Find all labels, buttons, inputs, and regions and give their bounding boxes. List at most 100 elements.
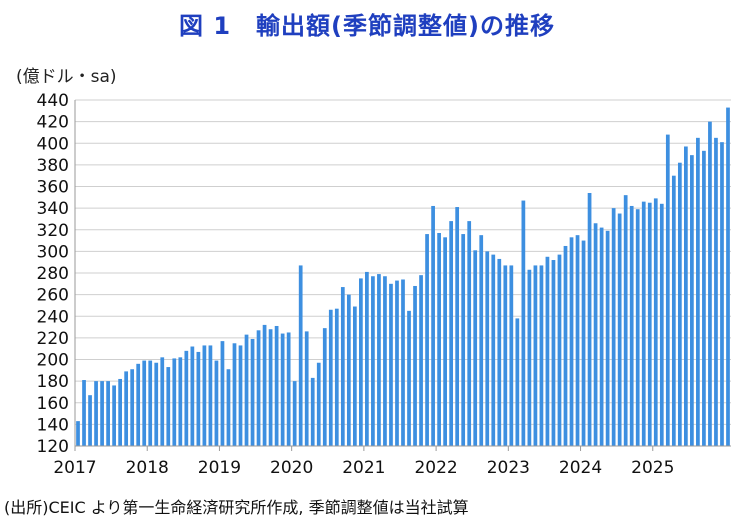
bar-4 — [100, 381, 104, 447]
bar-59 — [431, 205, 435, 446]
bar-73 — [515, 318, 520, 446]
chart-title: 図 1 輸出額(季節調整値)の推移 — [179, 12, 555, 40]
bar-0 — [76, 421, 80, 446]
bar-30 — [256, 330, 261, 446]
y-axis-unit-label: (億ドル・sa) — [16, 67, 117, 87]
bar-33 — [274, 325, 279, 446]
bar-3 — [94, 381, 98, 447]
x-tick-2024: 2024 — [559, 458, 602, 478]
bar-91 — [623, 195, 628, 446]
y-tick-labels: 1201401601802002202402602803003203403603… — [37, 91, 69, 457]
bar-25 — [226, 369, 231, 446]
bar-54 — [401, 279, 405, 446]
bar-8 — [124, 371, 129, 446]
bar-67 — [479, 235, 484, 446]
bar-105 — [708, 121, 712, 447]
bar-42 — [328, 309, 333, 446]
bar-14 — [160, 357, 165, 446]
bar-95 — [647, 202, 652, 446]
bar-89 — [611, 208, 616, 447]
bar-65 — [467, 221, 472, 446]
bar-75 — [527, 269, 532, 446]
bar-64 — [461, 234, 466, 446]
bar-71 — [503, 265, 508, 446]
bar-82 — [569, 237, 574, 446]
source-note: (出所)CEIC より第一生命経済研究所作成, 季節調整値は当社試算 — [4, 498, 469, 517]
bar-46 — [352, 306, 357, 446]
y-tick-280: 280 — [37, 264, 69, 284]
bar-96 — [653, 198, 658, 446]
bar-27 — [238, 345, 243, 446]
bar-2 — [88, 395, 92, 446]
bar-51 — [383, 276, 387, 446]
bar-36 — [292, 381, 297, 447]
bar-83 — [575, 235, 580, 446]
bar-101 — [684, 146, 688, 447]
bar-50 — [377, 274, 381, 446]
bar-16 — [172, 358, 177, 446]
bar-35 — [286, 332, 291, 446]
bar-93 — [635, 209, 640, 446]
bar-104 — [702, 150, 706, 446]
bar-98 — [665, 134, 670, 446]
y-tick-320: 320 — [37, 221, 69, 241]
bar-78 — [545, 256, 550, 446]
y-tick-140: 140 — [37, 415, 69, 435]
bar-22 — [208, 345, 213, 446]
bar-11 — [142, 360, 147, 446]
bar-70 — [497, 258, 502, 446]
bar-77 — [539, 265, 544, 446]
bar-90 — [617, 213, 622, 446]
bar-9 — [130, 369, 135, 446]
bar-55 — [407, 310, 411, 446]
bar-32 — [268, 329, 273, 446]
bar-85 — [587, 192, 592, 446]
bar-10 — [136, 363, 141, 446]
bar-80 — [557, 254, 562, 446]
bar-81 — [563, 245, 568, 446]
bar-60 — [437, 232, 441, 446]
bar-56 — [413, 285, 417, 446]
x-tick-2022: 2022 — [414, 458, 457, 478]
y-tick-200: 200 — [37, 351, 69, 371]
bar-86 — [593, 223, 598, 446]
bar-48 — [365, 271, 369, 446]
bar-69 — [491, 254, 496, 446]
bar-68 — [485, 251, 490, 447]
bar-103 — [696, 137, 700, 446]
y-tick-240: 240 — [37, 307, 69, 327]
bar-7 — [118, 378, 122, 446]
bar-28 — [244, 334, 249, 446]
bar-53 — [395, 280, 399, 446]
bar-102 — [690, 155, 694, 446]
y-tick-160: 160 — [37, 394, 69, 414]
bar-94 — [641, 201, 646, 446]
y-tick-340: 340 — [37, 199, 69, 219]
bar-26 — [232, 343, 237, 446]
bar-79 — [551, 260, 556, 446]
bar-19 — [190, 346, 195, 446]
bar-84 — [581, 240, 586, 446]
axes — [74, 100, 731, 451]
bar-74 — [521, 200, 526, 446]
x-tick-2023: 2023 — [487, 458, 530, 478]
y-tick-300: 300 — [37, 242, 69, 262]
bar-100 — [677, 162, 682, 446]
bar-87 — [599, 227, 604, 446]
bar-17 — [178, 357, 183, 446]
bar-24 — [220, 341, 225, 446]
y-tick-440: 440 — [37, 91, 69, 111]
x-tick-2018: 2018 — [126, 458, 169, 478]
y-tick-420: 420 — [37, 113, 69, 133]
bar-31 — [262, 324, 267, 446]
bar-92 — [629, 205, 634, 446]
x-tick-2019: 2019 — [198, 458, 241, 478]
y-tick-120: 120 — [37, 437, 69, 457]
bar-43 — [334, 308, 339, 446]
bar-99 — [671, 175, 676, 446]
bar-88 — [605, 230, 610, 446]
y-tick-220: 220 — [37, 329, 69, 349]
x-tick-2017: 2017 — [53, 458, 96, 478]
bar-106 — [714, 137, 718, 446]
bar-13 — [154, 362, 159, 446]
